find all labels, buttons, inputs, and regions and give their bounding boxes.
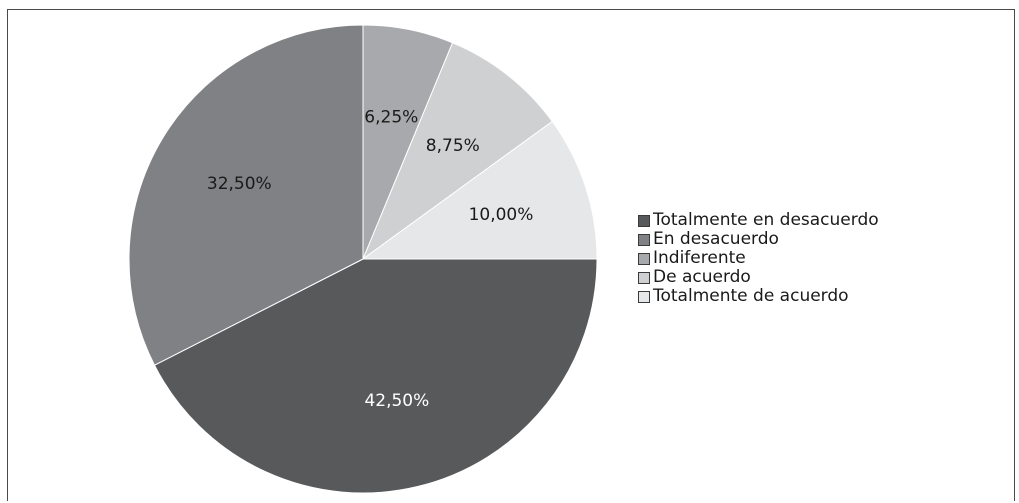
legend-label: En desacuerdo [653, 229, 779, 249]
pie-slice-en-desacuerdo [128, 24, 364, 366]
legend-swatch [638, 271, 650, 284]
legend-item-en-desacuerdo: En desacuerdo [638, 230, 879, 249]
legend-item-totalmente-en-desacuerdo: Totalmente en desacuerdo [638, 211, 879, 230]
legend-item-indiferente: Indiferente [638, 249, 879, 268]
pie-slice-totalmente-en-desacuerdo [153, 258, 598, 494]
legend: Totalmente en desacuerdo En desacuerdo Ind… [638, 211, 879, 306]
legend-label: Totalmente en desacuerdo [653, 210, 879, 230]
legend-swatch [638, 290, 650, 303]
pie-slice-totalmente-de-acuerdo [361, 120, 598, 260]
legend-label: Totalmente de acuerdo [653, 286, 849, 306]
data-label-totalmente-en-desacuerdo: 42,50% [364, 391, 429, 411]
legend-item-de-acuerdo: De acuerdo [638, 268, 879, 287]
legend-item-totalmente-de-acuerdo: Totalmente de acuerdo [638, 287, 879, 306]
legend-label: Indiferente [653, 248, 746, 268]
data-label-indiferente: 6,25% [364, 108, 418, 128]
legend-swatch [638, 214, 650, 227]
legend-label: De acuerdo [653, 267, 751, 287]
data-label-de-acuerdo: 8,75% [426, 136, 480, 156]
data-label-en-desacuerdo: 32,50% [207, 174, 272, 194]
pie-slice-de-acuerdo [361, 42, 554, 261]
legend-swatch [638, 233, 650, 246]
legend-swatch [638, 252, 650, 265]
data-label-totalmente-de-acuerdo: 10,00% [469, 205, 534, 225]
